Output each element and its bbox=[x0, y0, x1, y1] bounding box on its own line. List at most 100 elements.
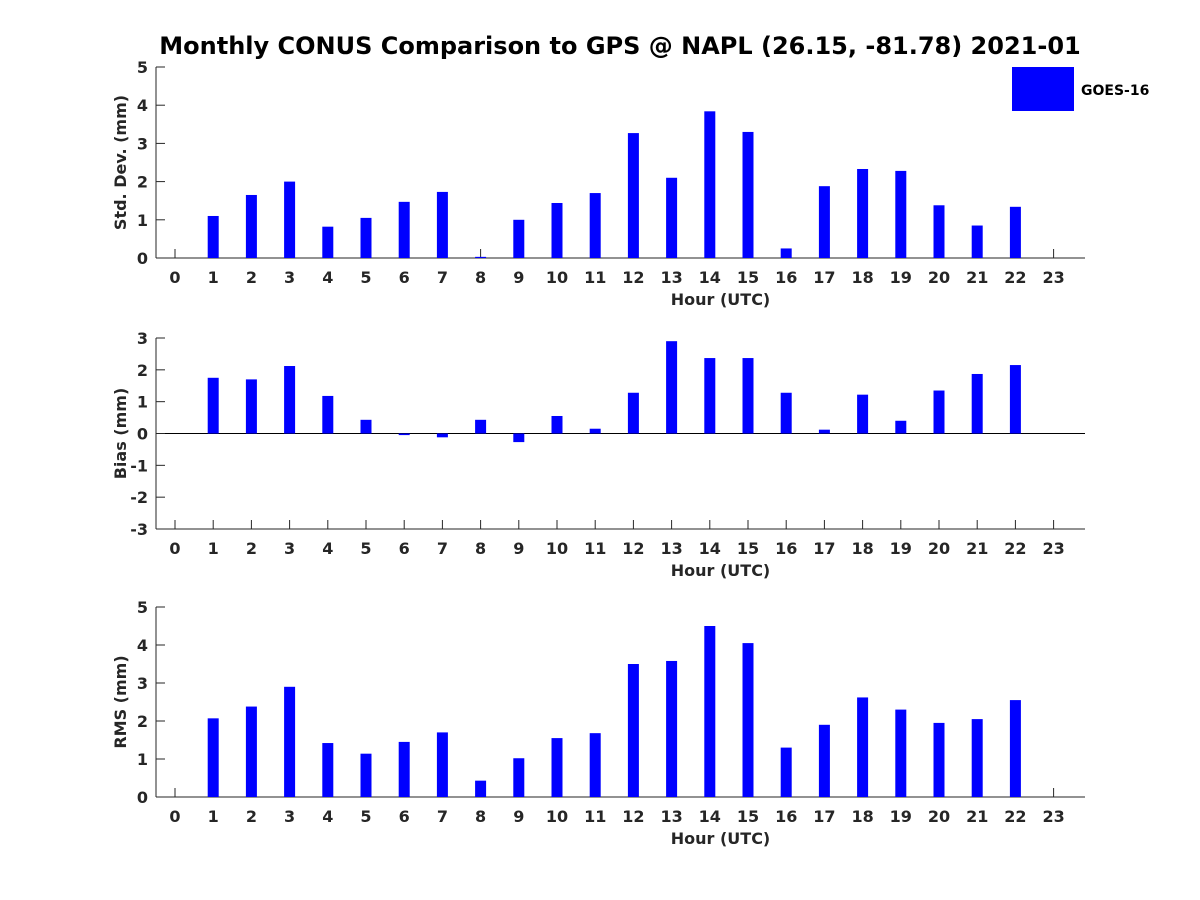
bar bbox=[513, 219, 525, 258]
bar bbox=[322, 226, 334, 258]
x-tick-label: 7 bbox=[437, 539, 448, 558]
bar bbox=[895, 170, 907, 258]
bar bbox=[398, 201, 410, 258]
x-tick-label: 5 bbox=[360, 268, 371, 287]
bar bbox=[245, 706, 257, 797]
bar bbox=[322, 395, 334, 434]
x-tick-label: 1 bbox=[208, 268, 219, 287]
y-tick-label: 1 bbox=[137, 750, 148, 769]
y-tick-label: 4 bbox=[137, 96, 148, 115]
bar bbox=[666, 341, 678, 434]
x-tick-label: 8 bbox=[475, 807, 486, 826]
bar bbox=[971, 225, 983, 258]
chart-title: Monthly CONUS Comparison to GPS @ NAPL (… bbox=[159, 32, 1080, 60]
bar bbox=[818, 186, 830, 258]
x-tick-label: 19 bbox=[890, 539, 912, 558]
x-tick-label: 4 bbox=[322, 539, 333, 558]
x-tick-label: 3 bbox=[284, 539, 295, 558]
bar bbox=[589, 428, 601, 434]
legend-swatch bbox=[1012, 67, 1074, 111]
x-tick-label: 23 bbox=[1042, 268, 1064, 287]
x-axis-label: Hour (UTC) bbox=[671, 829, 771, 848]
x-tick-label: 3 bbox=[284, 807, 295, 826]
y-tick-label: 5 bbox=[137, 598, 148, 617]
bar bbox=[857, 697, 869, 797]
bar bbox=[780, 248, 792, 258]
bar bbox=[1009, 365, 1021, 434]
x-tick-label: 19 bbox=[890, 268, 912, 287]
bar bbox=[513, 433, 525, 443]
x-tick-label: 1 bbox=[208, 539, 219, 558]
x-tick-label: 18 bbox=[851, 807, 873, 826]
bar bbox=[780, 392, 792, 434]
x-tick-label: 12 bbox=[622, 268, 644, 287]
x-tick-label: 21 bbox=[966, 268, 988, 287]
x-tick-label: 16 bbox=[775, 807, 797, 826]
x-tick-label: 8 bbox=[475, 268, 486, 287]
bar bbox=[742, 358, 754, 434]
x-tick-label: 4 bbox=[322, 268, 333, 287]
x-tick-label: 9 bbox=[513, 539, 524, 558]
x-tick-label: 15 bbox=[737, 539, 759, 558]
x-tick-label: 10 bbox=[546, 268, 568, 287]
y-axis-label: RMS (mm) bbox=[111, 655, 130, 748]
y-tick-label: 2 bbox=[137, 712, 148, 731]
bar bbox=[857, 394, 869, 434]
bar bbox=[475, 419, 487, 434]
x-tick-label: 5 bbox=[360, 539, 371, 558]
y-tick-label: 3 bbox=[137, 134, 148, 153]
x-tick-label: 0 bbox=[169, 268, 180, 287]
bar bbox=[207, 215, 219, 258]
x-tick-label: 14 bbox=[699, 539, 721, 558]
bar bbox=[551, 415, 563, 434]
x-tick-label: 15 bbox=[737, 268, 759, 287]
bar bbox=[436, 191, 448, 258]
x-tick-label: 21 bbox=[966, 807, 988, 826]
bar bbox=[704, 626, 716, 797]
x-tick-label: 16 bbox=[775, 539, 797, 558]
x-tick-label: 13 bbox=[660, 539, 682, 558]
y-tick-label: 3 bbox=[137, 674, 148, 693]
y-tick-label: -3 bbox=[130, 520, 148, 539]
x-tick-label: 23 bbox=[1042, 807, 1064, 826]
bar bbox=[627, 664, 639, 797]
bar bbox=[895, 709, 907, 797]
y-axis-label: Bias (mm) bbox=[111, 388, 130, 480]
x-tick-label: 0 bbox=[169, 807, 180, 826]
bar bbox=[1009, 700, 1021, 797]
x-tick-label: 15 bbox=[737, 807, 759, 826]
x-tick-label: 17 bbox=[813, 268, 835, 287]
bar bbox=[551, 738, 563, 797]
y-tick-label: 1 bbox=[137, 211, 148, 230]
bar bbox=[971, 719, 983, 797]
bar bbox=[780, 747, 792, 797]
bar bbox=[245, 194, 257, 258]
x-axis-label: Hour (UTC) bbox=[671, 290, 771, 309]
y-tick-label: 4 bbox=[137, 636, 148, 655]
x-tick-label: 6 bbox=[399, 807, 410, 826]
bar bbox=[818, 429, 830, 434]
bar bbox=[627, 392, 639, 434]
bar bbox=[207, 377, 219, 434]
bar bbox=[704, 111, 716, 258]
bar bbox=[360, 217, 372, 258]
x-tick-label: 10 bbox=[546, 539, 568, 558]
bar bbox=[322, 743, 334, 797]
x-tick-label: 20 bbox=[928, 539, 950, 558]
y-tick-label: 5 bbox=[137, 58, 148, 77]
x-tick-label: 9 bbox=[513, 268, 524, 287]
bar bbox=[589, 733, 601, 797]
bar bbox=[818, 724, 830, 797]
y-tick-label: 0 bbox=[137, 788, 148, 807]
bar bbox=[398, 741, 410, 797]
bar bbox=[666, 177, 678, 258]
bar bbox=[513, 758, 525, 797]
x-tick-label: 20 bbox=[928, 807, 950, 826]
x-tick-label: 17 bbox=[813, 807, 835, 826]
x-axis-label: Hour (UTC) bbox=[671, 561, 771, 580]
x-tick-label: 5 bbox=[360, 807, 371, 826]
